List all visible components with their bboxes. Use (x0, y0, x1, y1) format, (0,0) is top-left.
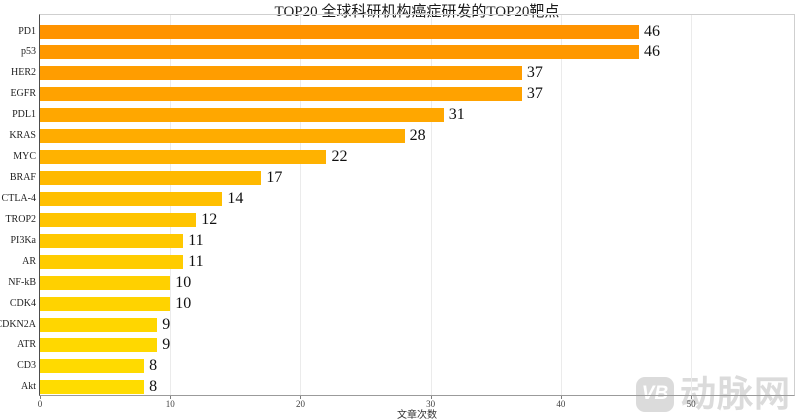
value-label: 14 (227, 189, 244, 207)
bar-EGFR (40, 87, 522, 102)
bar-HER2 (40, 66, 522, 81)
tick-label: 20 (295, 399, 305, 409)
category-label-BRAF: BRAF (9, 172, 36, 183)
value-label: 37 (526, 64, 543, 82)
x-axis-ticks: 0 10 20 30 40 50 (37, 396, 794, 418)
gridline (430, 15, 432, 395)
plot-area: 46 46 37 37 31 28 22 17 14 12 11 11 10 10 9 9 8 8 (39, 14, 795, 396)
bar-PI3Ka (40, 233, 184, 248)
bar-PD1 (40, 24, 640, 39)
tick-mark (40, 396, 41, 399)
tick-mark (170, 396, 172, 399)
value-label: 46 (644, 43, 661, 61)
category-label-PDL1: PDL1 (12, 109, 36, 121)
category-label-NF-kB: NF-kB (8, 276, 36, 288)
value-label: 22 (331, 148, 348, 166)
category-label-HER2: HER2 (11, 67, 36, 79)
gridline (300, 15, 302, 395)
watermark: VB 动脉网 (636, 376, 791, 412)
vb-logo-icon: VB (636, 376, 674, 412)
value-label: 31 (448, 106, 465, 124)
value-label: 46 (644, 22, 661, 40)
value-label: 9 (162, 336, 171, 354)
category-label-CDK4: CDK4 (9, 297, 36, 309)
bar-BRAF (40, 171, 262, 185)
category-label-CD3: CD3 (17, 360, 36, 372)
tick-mark (560, 396, 562, 399)
category-label-Akt: Akt (21, 381, 36, 393)
tick-label: 0 (37, 399, 43, 409)
category-label-PI3Ka: PI3Ka (10, 234, 36, 246)
tick-label: 50 (686, 399, 696, 409)
category-label-CDKN2A: CDKN2A (0, 318, 36, 330)
tick-label: 30 (426, 399, 436, 409)
category-label-TROP2: TROP2 (5, 213, 36, 225)
chart-title: TOP20 全球科研机构癌症研发的TOP20靶点 (274, 4, 560, 20)
value-label: 11 (188, 231, 204, 249)
y-axis-labels: PD1 p53 HER2 EGFR PDL1 KRAS MYC BRAF CTLA-4 TROP2… (0, 15, 36, 397)
bar-ATR (40, 338, 158, 353)
watermark-text: 动脉网 (680, 373, 792, 414)
value-label: 10 (175, 273, 192, 291)
category-label-AR: AR (22, 255, 36, 267)
bar-CTLA-4 (40, 191, 223, 206)
bar-NF-kB (40, 275, 171, 290)
value-label: 8 (149, 378, 158, 396)
gridline (560, 15, 562, 395)
value-label: 28 (409, 127, 426, 145)
x-axis-label: 文章次数 (397, 410, 437, 420)
bar-KRAS (40, 129, 405, 144)
bar-CDKN2A (40, 317, 158, 332)
bar-AR (40, 254, 184, 269)
value-label: 10 (175, 294, 192, 312)
tick-label: 40 (556, 399, 566, 409)
bar-TROP2 (40, 212, 197, 227)
value-label: 37 (526, 85, 543, 103)
category-label-MYC: MYC (13, 151, 36, 163)
gridline (691, 15, 693, 395)
value-label: 12 (201, 210, 218, 228)
category-label-CTLA-4: CTLA-4 (1, 192, 36, 204)
vb-logo-text: VB (641, 383, 669, 404)
value-label: 9 (162, 315, 171, 333)
category-label-p53: p53 (21, 46, 36, 58)
tick-mark (430, 396, 432, 399)
tick-mark (691, 396, 693, 399)
tick-mark (300, 396, 302, 399)
bar-MYC (40, 150, 327, 165)
bar-PDL1 (40, 108, 444, 123)
bar-CDK4 (40, 296, 171, 311)
bar-CD3 (40, 359, 145, 374)
value-label: 8 (149, 357, 158, 375)
value-label: 11 (188, 252, 204, 270)
value-label: 17 (266, 169, 283, 186)
category-label-ATR: ATR (17, 339, 36, 351)
category-label-PD1: PD1 (18, 25, 36, 37)
category-label-EGFR: EGFR (10, 88, 36, 100)
category-label-KRAS: KRAS (9, 130, 36, 142)
bar-p53 (40, 45, 640, 60)
bar-Akt (40, 380, 145, 395)
tick-label: 10 (165, 399, 175, 409)
